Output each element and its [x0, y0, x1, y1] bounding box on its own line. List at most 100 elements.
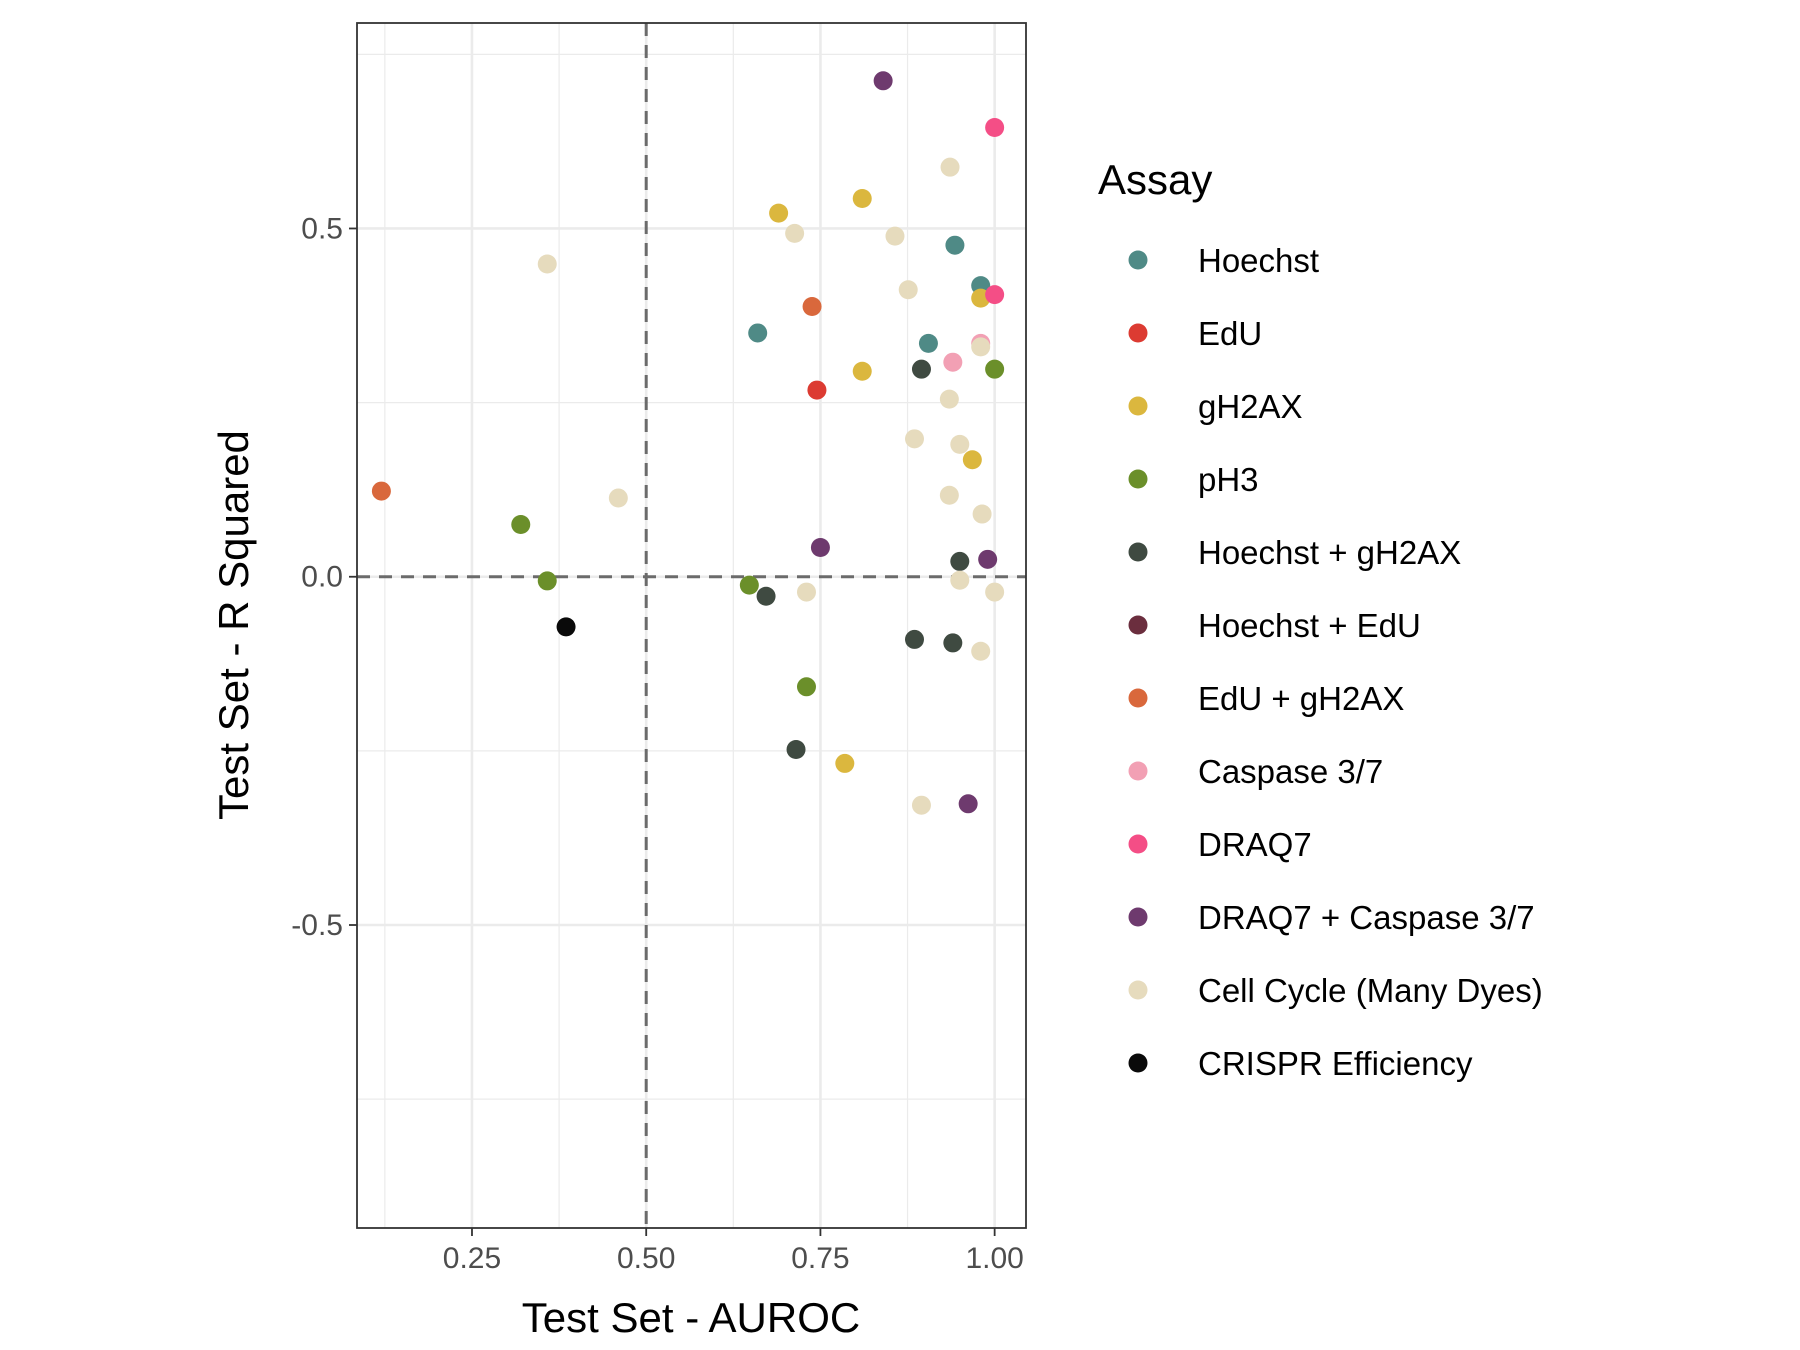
legend-item: EdU + gH2AX: [1128, 680, 1404, 717]
data-point: [911, 795, 931, 815]
data-point: [802, 296, 822, 316]
series-draq7-caspase-3-7: [810, 71, 998, 814]
x-tick-label: 1.00: [965, 1242, 1023, 1275]
legend-item: gH2AX: [1128, 388, 1303, 425]
data-point: [978, 549, 998, 569]
legend-item: DRAQ7 + Caspase 3/7: [1128, 899, 1535, 936]
data-point: [739, 575, 759, 595]
data-point: [537, 254, 557, 274]
data-point: [943, 352, 963, 372]
data-point: [511, 515, 531, 535]
data-point: [796, 677, 816, 697]
x-tick-label: 0.25: [443, 1242, 501, 1275]
data-point: [371, 481, 391, 501]
series-ph3: [511, 359, 1005, 697]
legend-item: CRISPR Efficiency: [1128, 1045, 1473, 1082]
data-point: [786, 739, 806, 759]
legend-item: Caspase 3/7: [1128, 753, 1383, 790]
legend-label: EdU: [1198, 315, 1262, 352]
legend-swatch: [1128, 907, 1148, 927]
legend-label: Cell Cycle (Many Dyes): [1198, 972, 1543, 1009]
legend-swatch: [1128, 980, 1148, 1000]
legend-swatch: [1128, 834, 1148, 854]
data-point: [898, 280, 918, 300]
legend-item: EdU: [1128, 315, 1262, 352]
data-point: [972, 504, 992, 524]
data-point: [835, 753, 855, 773]
x-tick-label: 0.50: [617, 1242, 675, 1275]
data-point: [769, 203, 789, 223]
legend-swatch: [1128, 396, 1148, 416]
legend-swatch: [1128, 542, 1148, 562]
legend-label: Caspase 3/7: [1198, 753, 1383, 790]
plot-panel-border: [356, 22, 1027, 1229]
legend-swatch: [1128, 688, 1148, 708]
y-tick-label: 0.5: [301, 212, 343, 245]
data-points: [371, 71, 1005, 815]
legend-swatch: [1128, 250, 1148, 270]
data-point: [985, 582, 1005, 602]
series-edu: [807, 380, 827, 400]
legend-item: Hoechst: [1128, 242, 1319, 279]
legend-label: DRAQ7 + Caspase 3/7: [1198, 899, 1535, 936]
legend-title: Assay: [1098, 156, 1212, 203]
data-point: [873, 71, 893, 91]
data-point: [943, 633, 963, 653]
data-point: [905, 429, 924, 449]
series-edu-gh2ax: [371, 296, 822, 501]
legend-item: Cell Cycle (Many Dyes): [1128, 972, 1543, 1009]
data-point: [785, 223, 805, 243]
data-point: [918, 333, 938, 353]
legend-label: DRAQ7: [1198, 826, 1312, 863]
data-point: [985, 117, 1005, 137]
legend-item: Hoechst + gH2AX: [1128, 534, 1461, 571]
data-point: [971, 641, 991, 661]
legend-label: pH3: [1198, 461, 1259, 498]
data-point: [958, 794, 978, 814]
legend-swatch: [1128, 323, 1148, 343]
data-point: [950, 551, 970, 571]
data-point: [748, 323, 768, 343]
y-tick-label: -0.5: [291, 909, 343, 942]
legend-label: Hoechst + gH2AX: [1198, 534, 1461, 571]
data-point: [939, 389, 959, 409]
legend-items: Hoechst EdU gH2AX pH3 Hoechst + gH2AX Hoechst…: [1128, 242, 1543, 1082]
data-point: [985, 285, 1005, 305]
data-point: [911, 359, 931, 379]
data-point: [756, 586, 776, 606]
data-point: [950, 570, 970, 590]
legend-item: DRAQ7: [1128, 826, 1312, 863]
legend-label: Hoechst + EdU: [1198, 607, 1421, 644]
reference-lines: [357, 23, 1026, 1228]
y-axis-title: Test Set - R Squared: [210, 430, 257, 820]
legend-label: gH2AX: [1198, 388, 1303, 425]
axis-ticks: 0.25 0.50 0.75 1.00 -0.5 0.0 0.5: [291, 212, 1024, 1275]
x-axis-title: Test Set - AUROC: [522, 1294, 860, 1341]
legend-swatch: [1128, 615, 1148, 635]
x-tick-label: 0.75: [791, 1242, 849, 1275]
data-point: [608, 488, 628, 508]
data-point: [985, 359, 1005, 379]
data-point: [810, 537, 830, 557]
data-point: [939, 485, 959, 505]
data-point: [807, 380, 827, 400]
data-point: [556, 617, 576, 637]
legend-label: EdU + gH2AX: [1198, 680, 1404, 717]
legend-label: CRISPR Efficiency: [1198, 1045, 1473, 1082]
series-gh2ax: [769, 189, 991, 773]
data-point: [945, 235, 965, 255]
series-crispr-efficiency: [556, 617, 576, 637]
data-point: [537, 571, 557, 591]
legend-swatch: [1128, 469, 1148, 489]
legend-swatch: [1128, 1053, 1148, 1073]
y-tick-label: 0.0: [301, 561, 343, 594]
data-point: [796, 582, 816, 602]
legend-item: pH3: [1128, 461, 1259, 498]
data-point: [971, 337, 991, 357]
series-draq7: [985, 117, 1005, 305]
series-hoechst-gh2ax: [756, 359, 970, 759]
data-point: [962, 450, 982, 470]
legend-swatch: [1128, 761, 1148, 781]
